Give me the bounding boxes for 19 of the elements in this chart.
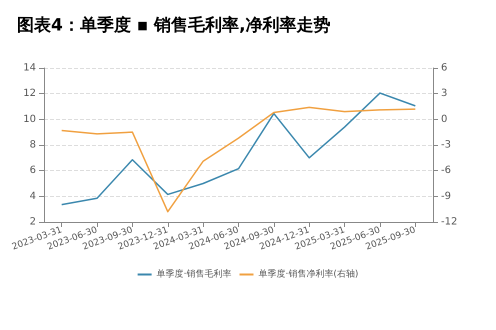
y2-tick-label: -3 (441, 140, 451, 150)
y2-tick-label: -12 (441, 216, 458, 228)
y2-tick-label: 0 (441, 114, 448, 125)
chart-title: 图表4：单季度 ▪ 销售毛利率,净利率走势 (17, 16, 331, 36)
y-tick-label: 12 (23, 88, 36, 100)
legend-label: 单季度·销售毛利率 (156, 268, 232, 280)
line-series (60, 106, 416, 212)
y2-tick-label: -9 (441, 190, 451, 202)
y2-tick-label: 3 (441, 88, 448, 100)
y2-tick-label: 6 (441, 62, 448, 74)
y-tick-label: 10 (23, 114, 36, 125)
line-series (60, 92, 416, 206)
y-tick-label: 2 (30, 216, 36, 228)
y-tick-label: 4 (30, 190, 36, 202)
y-tick-label: 14 (23, 62, 36, 74)
y2-tick-label: -6 (441, 165, 451, 176)
y-tick-label: 8 (30, 140, 36, 150)
legend-label: 单季度·销售净利率(右轴) (258, 268, 358, 280)
y-tick-label: 6 (30, 165, 36, 176)
